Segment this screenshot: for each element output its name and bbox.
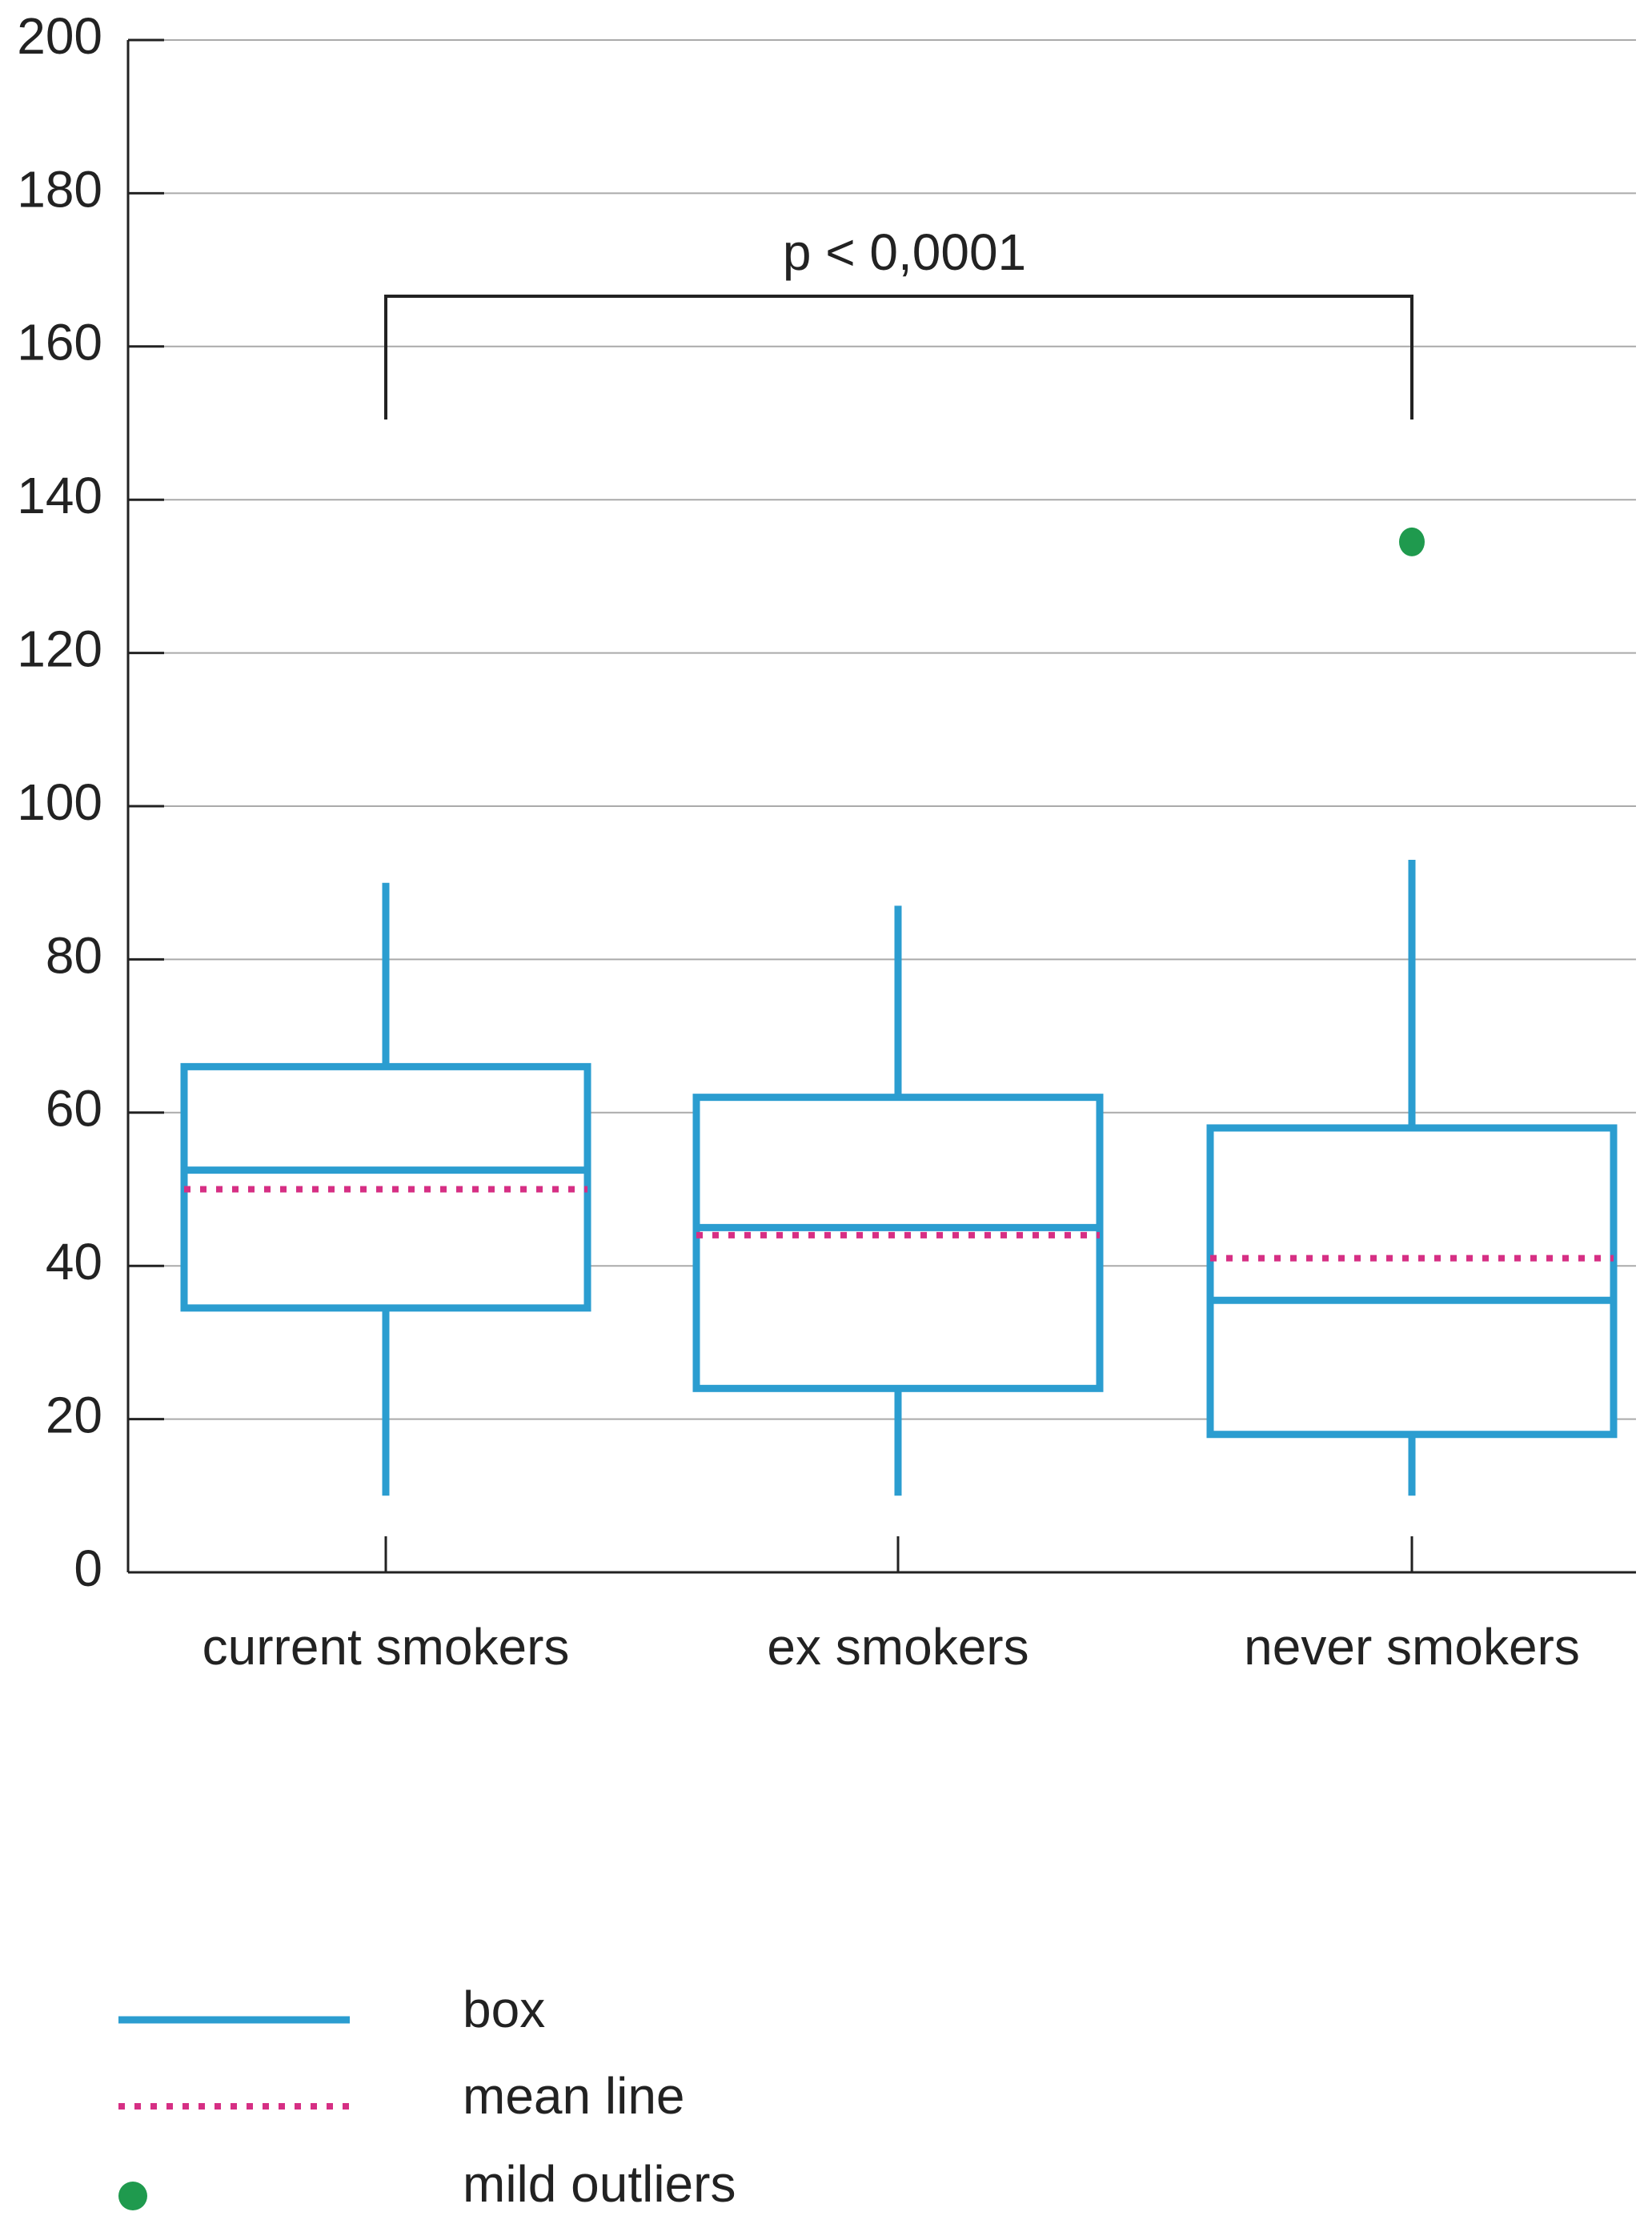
y-tick-label: 60 (46, 1080, 102, 1138)
y-tick-label: 160 (17, 314, 102, 371)
legend-label: mean line (463, 2067, 685, 2125)
outlier (1399, 527, 1425, 556)
y-tick-label: 200 (17, 7, 102, 65)
box (180, 1062, 591, 1312)
x-tick-label: current smokers (202, 1618, 570, 1676)
y-tick-label: 80 (46, 926, 102, 984)
legend-label: mild outliers (463, 2155, 736, 2213)
bracket-line (384, 295, 1413, 419)
legend-outlier-swatch (118, 2182, 147, 2210)
annotation: p < 0,0001 (783, 223, 1026, 281)
y-tick-label: 180 (17, 160, 102, 218)
y-tick-label: 100 (17, 773, 102, 831)
y-tick-label: 40 (46, 1233, 102, 1291)
legend-label: box (463, 1981, 545, 2038)
y-tick-label: 140 (17, 467, 102, 524)
x-tick-label: never smokers (1244, 1618, 1580, 1676)
y-tick-label: 20 (46, 1387, 102, 1444)
significance-bracket: p < 0,0001 (384, 223, 1413, 419)
y-tick-label: 120 (17, 620, 102, 678)
box (692, 1094, 1104, 1392)
y-tick-label: 0 (74, 1539, 102, 1597)
box (1206, 1124, 1618, 1439)
x-tick-label: ex smokers (767, 1618, 1028, 1676)
